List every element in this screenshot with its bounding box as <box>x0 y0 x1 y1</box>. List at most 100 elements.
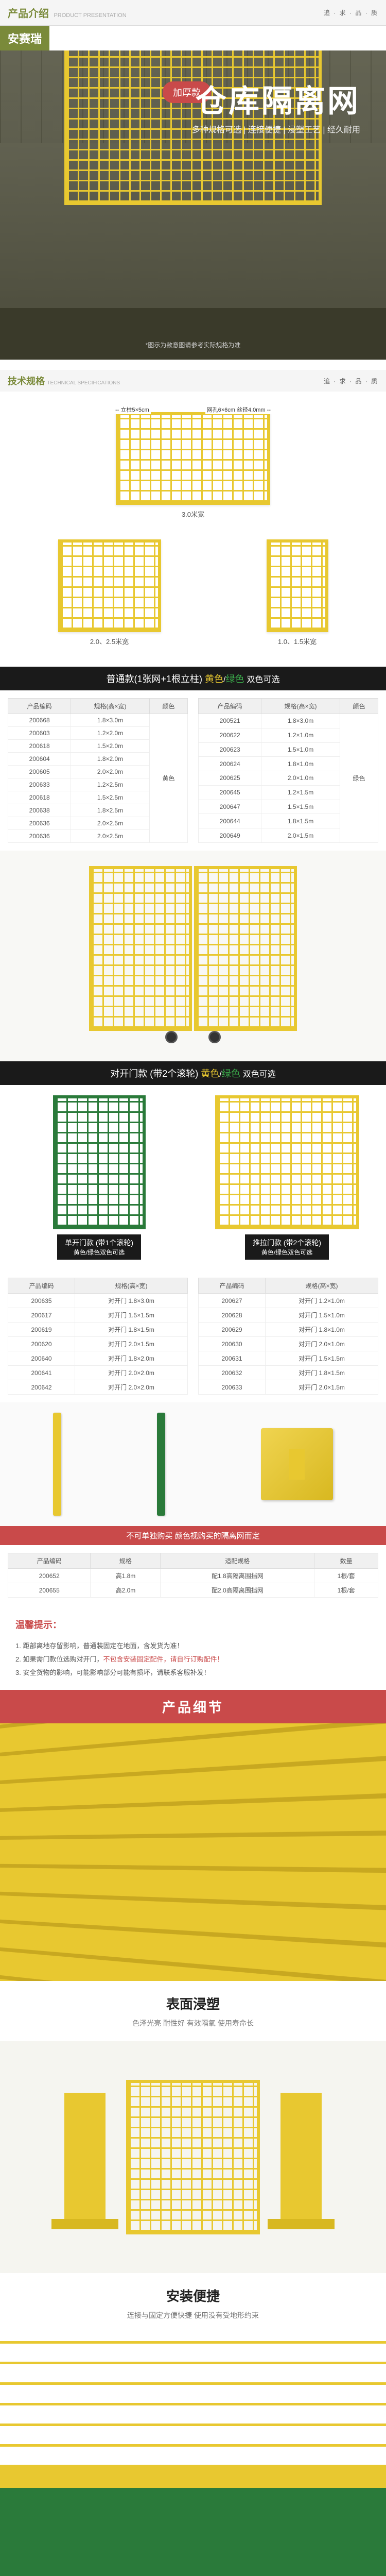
table-row: 200630对开门 2.0×1.0m <box>199 1337 378 1351</box>
col-size: 规格 <box>91 1553 161 1569</box>
detail-1-title: 表面浸塑 <box>15 1994 371 2013</box>
table-row: 200635对开门 1.8×3.0m <box>8 1294 188 1308</box>
dd-main: 对开门款 (带2个滚轮) <box>110 1069 198 1079</box>
table-row: 200652高1.8m配1.8高隔离围挡网1根/套 <box>8 1569 378 1583</box>
post-table: 产品编码 规格 适配规格 数量 200652高1.8m配1.8高隔离围挡网1根/… <box>8 1553 378 1598</box>
header-subtitle: PRODUCT PRESENTATION <box>54 12 126 19</box>
dd-green: 绿色 <box>222 1069 240 1079</box>
door-right <box>194 866 297 1031</box>
header-title: 产品介绍 <box>8 8 49 20</box>
table-row: 200655高2.0m配2.0高隔离围挡网1根/套 <box>8 1583 378 1598</box>
hero-section: 加厚款 仓库隔离网 多种规格可选 | 连接便捷 | 浸塑工艺 | 经久耐用 *图… <box>0 50 386 360</box>
col-code: 产品编码 <box>8 1553 91 1569</box>
spec-slogan: 追 · 求 · 品 · 质 <box>324 377 378 385</box>
double-door-bar: 对开门款 (带2个滚轮) 黄色/绿色 双色可选 <box>0 1061 386 1085</box>
push-door-img <box>215 1095 359 1229</box>
single-door-img <box>53 1095 146 1229</box>
col-fit: 适配规格 <box>161 1553 314 1569</box>
std-tables: 产品编码 规格(高×宽) 颜色 2006681.8×3.0m黄色2006031.… <box>0 690 386 851</box>
table-row: 2006681.8×3.0m黄色 <box>8 714 188 727</box>
spec-section-bar: 技术规格 TECHNICAL SPECIFICATIONS 追 · 求 · 品 … <box>0 370 386 392</box>
tips-section: 温馨提示： 1. 距部离地存留影响，普通装固定在地面，含发货为准！ 2. 如果需… <box>0 1605 386 1690</box>
tips-title: 温馨提示： <box>15 1616 371 1634</box>
std-main: 普通款(1张网+1根立柱) <box>106 674 202 684</box>
width-1m: 1.0、1.5米宽 <box>278 636 317 646</box>
std-table-left: 产品编码 规格(高×宽) 颜色 2006681.8×3.0m黄色2006031.… <box>8 698 188 843</box>
table-row: 200617对开门 1.5×1.5m <box>8 1308 188 1323</box>
col-size: 规格(高×宽) <box>261 699 340 714</box>
tip-2: 2. 如果需门款位选购对开门，不包含安装固定配件，请自行订购配件！ <box>15 1653 371 1666</box>
mesh-label: 网孔6×6cm 丝径4.0mm -- <box>205 405 272 414</box>
hero-title: 仓库隔离网 <box>196 76 360 121</box>
col-code: 产品编码 <box>8 699 71 714</box>
col-size: 规格(高×宽) <box>266 1278 378 1294</box>
warn-bar: 不可单独购买 颜色视购买的隔离网而定 <box>0 1526 386 1545</box>
tip-3: 3. 安全货物的影响，可能影响部分可能有损坏，请联系客服补发！ <box>15 1666 371 1680</box>
col-code: 产品编码 <box>8 1278 75 1294</box>
detail-1-desc: 色泽光亮 耐性好 有效隔氧 使用寿命长 <box>15 2018 371 2028</box>
std-table-right: 产品编码 规格(高×宽) 颜色 2005211.8×3.0m绿色2006221.… <box>198 698 378 843</box>
std-yellow: 黄色 <box>205 674 223 684</box>
single-door-caption: 单开门款 (带1个滚轮) 黄色/绿色双色可选 <box>57 1234 141 1260</box>
post-table-wrap: 产品编码 规格 适配规格 数量 200652高1.8m配1.8高隔离围挡网1根/… <box>0 1545 386 1605</box>
standard-bar: 普通款(1张网+1根立柱) 黄色/绿色 双色可选 <box>0 667 386 690</box>
std-tail: 双色可选 <box>247 675 280 684</box>
table-row: 2005211.8×3.0m绿色 <box>199 714 378 728</box>
header-slogan: 追 · 求 · 品 · 质 <box>324 8 378 17</box>
table-row: 200632对开门 1.8×1.5m <box>199 1366 378 1380</box>
detail-3-img <box>0 2333 386 2576</box>
table-row: 200631对开门 1.5×1.5m <box>199 1351 378 1366</box>
detail-1-img <box>0 1723 386 1981</box>
table-row: 200628对开门 1.5×1.0m <box>199 1308 378 1323</box>
detail-header: 产品细节 <box>0 1690 386 1723</box>
dd-tail: 双色可选 <box>243 1070 276 1079</box>
hero-tags: 多种规格可选 | 连接便捷 | 浸塑工艺 | 经久耐用 <box>192 123 360 135</box>
door-type-panels: 单开门款 (带1个滚轮) 黄色/绿色双色可选 推拉门款 (带2个滚轮) 黄色/绿… <box>0 1085 386 1270</box>
pd-title: 推拉门款 (带2个滚轮) <box>253 1239 321 1247</box>
post-image <box>53 1413 61 1516</box>
wheel-icon <box>208 1031 221 1043</box>
table-row: 200627对开门 1.2×1.0m <box>199 1294 378 1308</box>
post-label: -- 立柱5×5cm <box>114 405 151 414</box>
detail-2: 安装便捷 连接与固定方便快捷 使用没有受地形约束 <box>0 2041 386 2333</box>
col-code: 产品编码 <box>199 699 261 714</box>
post-section <box>0 1402 386 1526</box>
detail-1: 表面浸塑 色泽光亮 耐性好 有效隔氧 使用寿命长 <box>0 1723 386 2041</box>
table-row: 200642对开门 2.0×2.0m <box>8 1380 188 1395</box>
double-door-hero <box>0 851 386 1061</box>
col-color: 颜色 <box>149 699 187 714</box>
spec-diagram: -- 立柱5×5cm 网孔6×6cm 丝径4.0mm -- 3.0米宽 <box>0 392 386 539</box>
table-row: 200620对开门 2.0×1.5m <box>8 1337 188 1351</box>
detail-2-img <box>0 2041 386 2273</box>
push-door-caption: 推拉门款 (带2个滚轮) 黄色/绿色双色可选 <box>245 1234 329 1260</box>
door-table-right: 产品编码 规格(高×宽) 200627对开门 1.2×1.0m200628对开门… <box>198 1278 378 1395</box>
door-table-left: 产品编码 规格(高×宽) 200635对开门 1.8×3.0m200617对开门… <box>8 1278 188 1395</box>
table-row: 200640对开门 1.8×2.0m <box>8 1351 188 1366</box>
spec-title: 技术规格 <box>8 376 45 386</box>
table-row: 200619对开门 1.8×1.5m <box>8 1323 188 1337</box>
col-qty: 数量 <box>314 1553 378 1569</box>
spec-diagram-2: 2.0、2.5米宽 1.0、1.5米宽 <box>0 539 386 667</box>
col-color: 颜色 <box>340 699 378 714</box>
header-bar: 产品介绍 PRODUCT PRESENTATION 追 · 求 · 品 · 质 <box>0 0 386 26</box>
brand-badge: 安赛瑞 <box>0 26 49 50</box>
width-2m: 2.0、2.5米宽 <box>90 636 129 646</box>
door-tables: 产品编码 规格(高×宽) 200635对开门 1.8×3.0m200617对开门… <box>0 1270 386 1402</box>
wheel-icon <box>165 1031 178 1043</box>
dd-yellow: 黄色 <box>201 1069 219 1079</box>
detail-2-desc: 连接与固定方便快捷 使用没有受地形约束 <box>15 2310 371 2320</box>
post-image-green <box>157 1413 165 1516</box>
tip-1: 1. 距部离地存留影响，普通装固定在地面，含发货为准！ <box>15 1639 371 1653</box>
spec-sub: TECHNICAL SPECIFICATIONS <box>47 380 120 386</box>
hero-note: *图示为款意图请参考实际规格为准 <box>146 341 241 349</box>
std-green: 绿色 <box>225 674 244 684</box>
detail-3: 均匀网孔 6×6cm网孔 均匀焊接 牢固耐用 美观大气 <box>0 2333 386 2576</box>
col-code: 产品编码 <box>199 1278 266 1294</box>
sd-title: 单开门款 (带1个滚轮) <box>65 1239 133 1247</box>
detail-2-title: 安装便捷 <box>15 2286 371 2305</box>
table-row: 200633对开门 2.0×1.5m <box>199 1380 378 1395</box>
table-row: 200641对开门 2.0×2.0m <box>8 1366 188 1380</box>
door-left <box>89 866 192 1031</box>
col-size: 规格(高×宽) <box>75 1278 188 1294</box>
col-size: 规格(高×宽) <box>71 699 149 714</box>
